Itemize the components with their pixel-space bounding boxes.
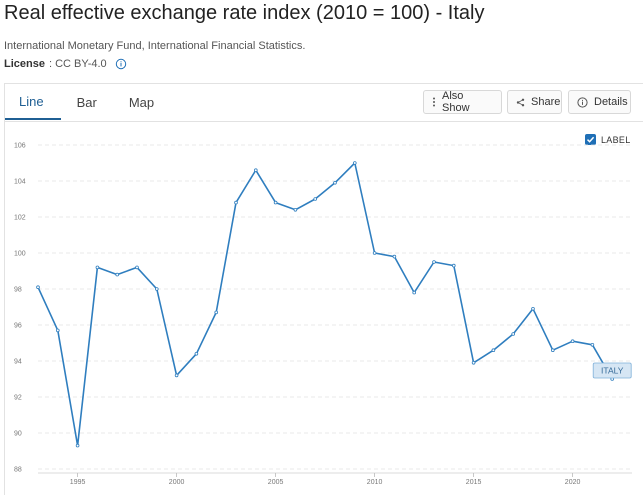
y-tick-label: 102 (14, 215, 26, 222)
x-tick-label: 1995 (70, 479, 86, 486)
tab-bar[interactable]: Bar (76, 94, 97, 110)
y-tick-label: 92 (14, 395, 22, 402)
data-point (333, 181, 337, 185)
data-point (36, 285, 40, 290)
share-label: Share (531, 96, 561, 108)
data-point (135, 265, 139, 270)
data-point (570, 339, 575, 344)
share-icon (516, 98, 525, 107)
data-point (115, 272, 119, 277)
series-label: ITALY (601, 366, 624, 376)
x-tick-label: 2010 (367, 479, 383, 486)
label-toggle[interactable]: LABEL (585, 134, 631, 145)
info-icon[interactable] (115, 58, 127, 70)
x-tick-label: 2005 (268, 479, 284, 486)
also-show-label: Also Show (442, 90, 470, 114)
data-point (174, 373, 179, 378)
data-point (412, 290, 417, 295)
y-tick-label: 90 (14, 431, 22, 438)
info-circle-icon (577, 96, 588, 108)
y-tick-label: 106 (14, 143, 26, 150)
y-tick-label: 104 (14, 179, 26, 186)
page-title: Real effective exchange rate index (2010… (4, 2, 485, 24)
x-tick-label: 2000 (169, 479, 185, 486)
y-tick-label: 96 (14, 323, 22, 330)
label-checkbox[interactable] (585, 134, 596, 145)
data-point (194, 351, 199, 356)
license-row: License : CC BY-4.0 (4, 58, 127, 70)
data-point (293, 208, 298, 212)
x-tick-label: 2015 (466, 479, 482, 486)
data-point (432, 260, 436, 264)
more-vertical-icon (432, 97, 436, 107)
data-point (491, 348, 496, 353)
tab-divider (5, 121, 643, 122)
data-point (550, 348, 555, 353)
data-point (75, 443, 80, 448)
data-point (590, 342, 595, 347)
data-point (234, 200, 238, 205)
x-tick-label: 2020 (565, 479, 581, 486)
details-label: Details (594, 96, 628, 108)
y-tick-label: 98 (14, 287, 22, 294)
tab-line[interactable]: Line (5, 84, 61, 120)
data-point (273, 200, 278, 205)
view-tabs: Line Bar Map (5, 84, 170, 121)
y-tick-label: 88 (14, 467, 22, 474)
data-point (392, 254, 397, 259)
data-point (313, 197, 318, 201)
y-tick-label: 100 (14, 251, 26, 258)
series-line-italy (37, 162, 613, 447)
label-toggle-text: LABEL (601, 134, 631, 145)
license-label: License (4, 58, 45, 70)
data-point (372, 251, 377, 255)
source-text: International Monetary Fund, Internation… (4, 40, 306, 52)
details-button[interactable]: Details (568, 90, 631, 114)
also-show-button[interactable]: Also Show (423, 90, 502, 114)
data-point (95, 265, 100, 270)
data-point (55, 328, 60, 333)
data-point (214, 310, 219, 315)
series-label-badge (592, 362, 632, 379)
y-tick-label: 94 (14, 359, 22, 366)
data-point (511, 332, 516, 336)
data-point (254, 168, 258, 173)
data-point (155, 287, 159, 291)
data-point (451, 263, 456, 268)
chart-panel: Line Bar Map Also Show Share Details LAB… (4, 83, 643, 495)
data-point (471, 360, 476, 365)
data-point (531, 306, 535, 311)
data-point (352, 161, 357, 165)
share-button[interactable]: Share (507, 90, 562, 114)
license-value: : CC BY-4.0 (48, 58, 107, 70)
tab-map[interactable]: Map (128, 94, 155, 110)
